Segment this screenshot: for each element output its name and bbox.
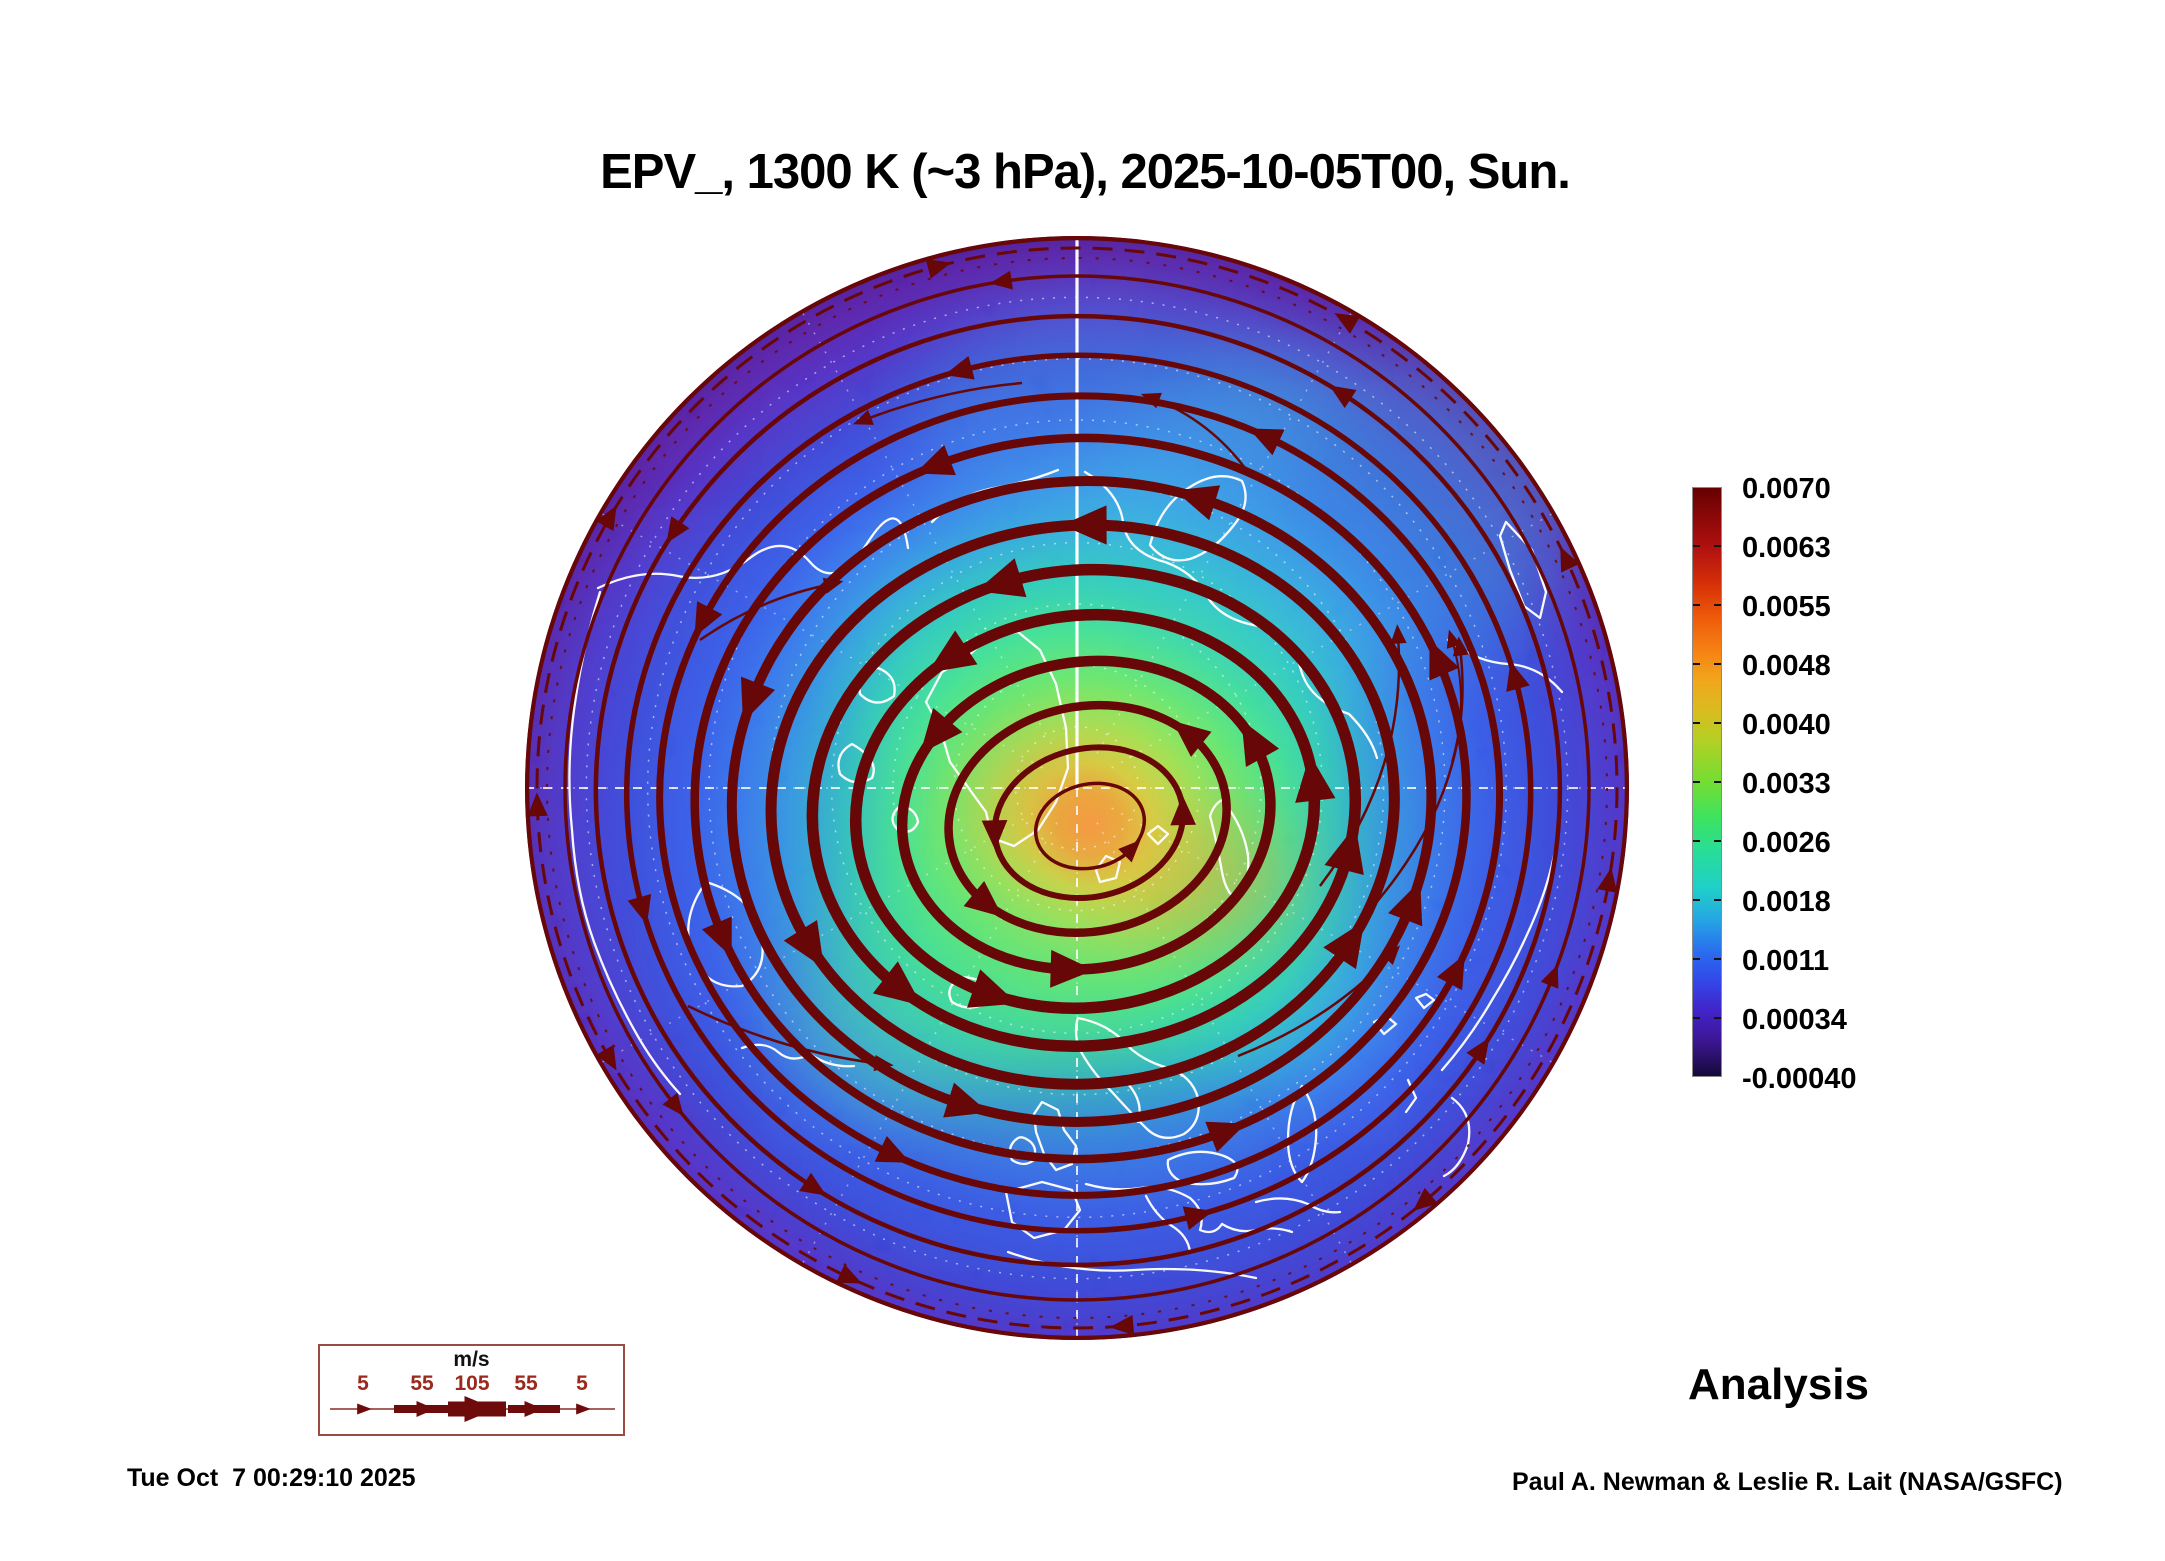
streamline-arrow-icon bbox=[927, 630, 978, 673]
colorbar-tick-label: 0.0063 bbox=[1742, 532, 1831, 564]
streamline-arrow-icon bbox=[666, 516, 690, 544]
colorbar-tick-label: 0.0011 bbox=[1742, 945, 1830, 977]
streamline-arrow-icon bbox=[1436, 954, 1465, 991]
streamline-arrow-icon bbox=[1429, 639, 1460, 681]
colorbar-tick-label: 0.00034 bbox=[1742, 1004, 1847, 1036]
streamline-arrow-icon bbox=[836, 1264, 862, 1284]
colorbar-tick-mark bbox=[1693, 545, 1700, 547]
streamline-arrow-icon bbox=[595, 1044, 617, 1071]
streamline-arrow-icon bbox=[1329, 385, 1357, 409]
streamline-arrow-icon bbox=[872, 961, 922, 1006]
streamline-arrow-icon bbox=[976, 558, 1027, 598]
streamline-arrow-icon bbox=[1172, 720, 1212, 757]
streamline-arrow-icon bbox=[1140, 392, 1162, 409]
streamline-arrow-icon bbox=[1560, 546, 1580, 573]
streamline-arrow-icon bbox=[915, 444, 956, 476]
streamline-arrow-icon bbox=[1506, 661, 1530, 692]
streamline-arrow-icon bbox=[989, 270, 1013, 290]
streamline-arrow-icon bbox=[920, 708, 963, 754]
colorbar-tick-mark bbox=[1693, 899, 1700, 901]
colorbar-tick-label: 0.0048 bbox=[1742, 650, 1831, 682]
streamline-arrow-icon bbox=[1388, 880, 1423, 927]
streamline-arrow-icon bbox=[1109, 1315, 1135, 1336]
colorbar-tick-mark bbox=[1693, 663, 1700, 665]
streamline-arrow-icon bbox=[853, 409, 874, 425]
colorbar-tick-mark bbox=[1714, 1017, 1721, 1019]
streamline-arrow-icon bbox=[1170, 795, 1197, 826]
colorbar-tick-mark bbox=[1714, 781, 1721, 783]
streamline-arrow-icon bbox=[1413, 1187, 1438, 1211]
streamline-arrow-icon bbox=[1597, 867, 1618, 893]
streamline-arrow-icon bbox=[1248, 428, 1285, 456]
plot-title: EPV_, 1300 K (~3 hPa), 2025-10-05T00, Su… bbox=[600, 145, 1571, 199]
wind-legend-units-label: m/s bbox=[453, 1348, 490, 1371]
streamline-arrow-icon bbox=[873, 1055, 894, 1072]
streamline-arrow-icon bbox=[1118, 839, 1141, 863]
colorbar-tick-mark bbox=[1714, 604, 1721, 606]
streamline-arrow-icon bbox=[1334, 313, 1361, 334]
streamline-arrow-icon bbox=[944, 355, 975, 380]
wind-arrow-scale-icon bbox=[330, 1396, 615, 1422]
streamline-arrow-icon bbox=[595, 505, 617, 532]
streamline-arrow-icon bbox=[1295, 754, 1336, 803]
colorbar-tick-label: 0.0070 bbox=[1742, 473, 1831, 505]
streamline-arrow-icon bbox=[1323, 921, 1365, 970]
wind-speed-label: 105 bbox=[454, 1372, 490, 1395]
wind-speed-label: 5 bbox=[576, 1372, 588, 1395]
streamline-arrow-icon bbox=[799, 1172, 827, 1196]
analysis-label: Analysis bbox=[1688, 1360, 1869, 1409]
colorbar-tick-label: 0.0026 bbox=[1742, 827, 1831, 859]
streamline-arrow-icon bbox=[1380, 945, 1401, 966]
colorbar-tick-mark bbox=[1714, 722, 1721, 724]
colorbar-tick-mark bbox=[1693, 781, 1700, 783]
streamline-arrow-icon bbox=[1174, 485, 1221, 521]
streamline-arrow-icon bbox=[925, 258, 952, 279]
streamline-arrow-icon bbox=[1540, 964, 1559, 989]
colorbar-tick-mark bbox=[1693, 604, 1700, 606]
wind-speed-label: 55 bbox=[410, 1372, 434, 1395]
wind-speed-label: 55 bbox=[514, 1372, 538, 1395]
colorbar-tick-mark bbox=[1693, 840, 1700, 842]
streamline-arrow-icon bbox=[1182, 1206, 1214, 1230]
streamline-arrow-icon bbox=[981, 820, 1008, 851]
wind-speed-legend: m/s 5 55 105 55 5 bbox=[318, 1344, 625, 1436]
streamline-arrow-icon bbox=[943, 1082, 989, 1118]
streamline-arrow-icon bbox=[1050, 949, 1094, 988]
colorbar-tick-mark bbox=[1714, 663, 1721, 665]
streamline-arrow-icon bbox=[967, 969, 1018, 1008]
streamline-arrow-icon bbox=[1061, 505, 1107, 545]
credit-text: Paul A. Newman & Leslie R. Lait (NASA/GS… bbox=[1512, 1468, 2063, 1496]
streamline-arrow-icon bbox=[1466, 1037, 1490, 1065]
streamline-arrow-icon bbox=[662, 1092, 684, 1117]
streamline-arrow-icon bbox=[963, 880, 1003, 918]
creation-timestamp: Tue Oct 7 00:29:10 2025 bbox=[127, 1464, 416, 1492]
colorbar-tick-mark bbox=[1714, 958, 1721, 960]
colorbar-tick-label: 0.0040 bbox=[1742, 709, 1831, 741]
colorbar-tick-mark bbox=[1693, 1017, 1700, 1019]
colorbar-tick-mark bbox=[1714, 545, 1721, 547]
wind-speed-label: 5 bbox=[357, 1372, 369, 1395]
colorbar-tick-label: -0.00040 bbox=[1742, 1063, 1857, 1095]
colorbar-tick-mark bbox=[1693, 958, 1700, 960]
colorbar-tick-mark bbox=[1693, 722, 1700, 724]
streamline-arrow-icon bbox=[740, 676, 776, 723]
colorbar-tick-mark bbox=[1714, 899, 1721, 901]
colorbar-tick-mark bbox=[1714, 840, 1721, 842]
colorbar-tick-label: 0.0033 bbox=[1742, 768, 1831, 800]
streamline-arrow-icon bbox=[874, 1136, 911, 1163]
streamline-arrow-icon bbox=[694, 601, 723, 637]
streamline-arrow-icon bbox=[527, 792, 548, 817]
streamline-arrow-icon bbox=[783, 919, 825, 969]
streamline-arrow-icon bbox=[1390, 624, 1407, 645]
streamline-arrow-icon bbox=[701, 916, 732, 958]
streamline-arrow-icon bbox=[1241, 720, 1280, 768]
streamline-arrow-icon bbox=[627, 894, 652, 925]
streamline-arrow-icon bbox=[1205, 1121, 1246, 1153]
colorbar-tick-label: 0.0018 bbox=[1742, 886, 1831, 918]
streamline-arrow-icon bbox=[822, 577, 844, 594]
streamlines bbox=[525, 236, 1629, 1340]
streamline-arrow-icon bbox=[1452, 636, 1469, 657]
colorbar-tick-label: 0.0055 bbox=[1742, 591, 1831, 623]
